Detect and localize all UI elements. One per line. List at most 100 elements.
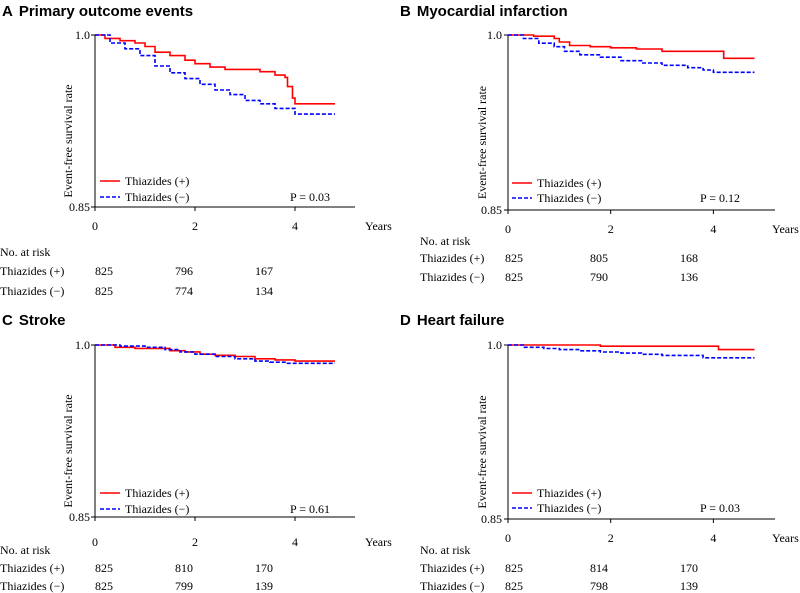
risk-value: 134 — [255, 284, 273, 298]
risk-value: 139 — [680, 579, 698, 593]
x-tick-label: 0 — [505, 222, 511, 236]
panel-letter: C — [2, 312, 13, 329]
panel-title: B Myocardial infarction — [400, 3, 568, 20]
x-tick-label: 2 — [608, 531, 614, 545]
y-axis-label: Event-free survival rate — [61, 394, 75, 507]
risk-row-label: Thiazides (+) — [420, 561, 484, 575]
y-axis-label: Event-free survival rate — [475, 395, 489, 508]
p-value: P = 0.12 — [700, 191, 740, 205]
risk-value: 825 — [95, 579, 113, 593]
panel-a: A Primary outcome events 1.0 0.850 2 4 Years Ev… — [0, 3, 392, 298]
panel-title-text: Myocardial infarction — [417, 3, 568, 20]
x-axis-label: Years — [365, 219, 392, 233]
risk-value: 825 — [95, 264, 113, 278]
risk-value: 136 — [680, 270, 698, 284]
y-tick-label: 1.0 — [75, 338, 90, 352]
x-tick-label: 0 — [505, 531, 511, 545]
x-tick-label: 4 — [710, 531, 716, 545]
panel-c: C Stroke 1.0 0.850 2 4 Years Event-free surviva… — [0, 312, 392, 593]
y-tick-label: 0.85 — [69, 200, 90, 214]
panel-letter: D — [400, 312, 411, 329]
legend-label: Thiazides (+) — [537, 486, 601, 500]
survival-curve-thiazides-plus — [95, 34, 335, 105]
panel-b: B Myocardial infarction 1.0 0.850 2 4 Years Eve… — [400, 3, 799, 284]
risk-value: 810 — [175, 561, 193, 575]
panel-title-text: Stroke — [19, 312, 66, 329]
x-axis-label: Years — [772, 531, 799, 545]
p-value: P = 0.03 — [700, 501, 740, 515]
risk-value: 805 — [590, 251, 608, 265]
y-tick-label: 0.85 — [481, 512, 502, 526]
p-value: P = 0.03 — [290, 190, 330, 204]
risk-row-label: Thiazides (−) — [0, 284, 64, 298]
survival-curve-thiazides-minus — [508, 344, 755, 359]
risk-value: 170 — [255, 561, 273, 575]
survival-curve-thiazides-minus — [95, 344, 335, 365]
y-tick-label: 0.85 — [69, 510, 90, 524]
survival-curve-thiazides-plus — [95, 344, 335, 362]
risk-value: 825 — [505, 270, 523, 284]
risk-value: 798 — [590, 579, 608, 593]
risk-value: 825 — [505, 561, 523, 575]
risk-value: 790 — [590, 270, 608, 284]
survival-curve-thiazides-minus — [95, 34, 335, 115]
risk-table-header: No. at risk — [0, 543, 50, 557]
x-tick-label: 2 — [608, 222, 614, 236]
risk-value: 167 — [255, 264, 273, 278]
risk-row-label: Thiazides (+) — [0, 561, 64, 575]
legend-label: Thiazides (−) — [125, 190, 189, 204]
legend-label: Thiazides (−) — [125, 502, 189, 516]
x-tick-label: 2 — [192, 535, 198, 549]
p-value: P = 0.61 — [290, 502, 330, 516]
x-tick-label: 2 — [192, 219, 198, 233]
panel-title-text: Primary outcome events — [19, 3, 193, 20]
risk-table-header: No. at risk — [420, 543, 470, 557]
x-tick-label: 0 — [92, 219, 98, 233]
panel-letter: A — [2, 3, 13, 20]
risk-row-label: Thiazides (+) — [0, 264, 64, 278]
risk-row-label: Thiazides (+) — [420, 251, 484, 265]
survival-curve-thiazides-plus — [508, 34, 755, 60]
x-tick-label: 0 — [92, 535, 98, 549]
risk-row-label: Thiazides (−) — [0, 579, 64, 593]
y-tick-label: 1.0 — [487, 28, 502, 42]
legend-label: Thiazides (−) — [537, 501, 601, 515]
y-axis-label: Event-free survival rate — [475, 86, 489, 199]
risk-table-header: No. at risk — [0, 245, 50, 259]
panel-title: D Heart failure — [400, 312, 504, 329]
x-tick-label: 4 — [292, 535, 298, 549]
x-axis-label: Years — [772, 222, 799, 236]
panel-title: C Stroke — [2, 312, 66, 329]
risk-value: 168 — [680, 251, 698, 265]
risk-row-label: Thiazides (−) — [420, 579, 484, 593]
risk-value: 825 — [95, 284, 113, 298]
risk-table-header: No. at risk — [420, 234, 470, 248]
risk-row-label: Thiazides (−) — [420, 270, 484, 284]
x-tick-label: 4 — [292, 219, 298, 233]
panel-letter: B — [400, 3, 411, 20]
legend-label: Thiazides (+) — [125, 486, 189, 500]
legend-label: Thiazides (+) — [125, 174, 189, 188]
x-axis-label: Years — [365, 535, 392, 549]
panel-title-text: Heart failure — [417, 312, 505, 329]
y-tick-label: 1.0 — [75, 28, 90, 42]
risk-value: 170 — [680, 561, 698, 575]
y-tick-label: 0.85 — [481, 203, 502, 217]
risk-value: 139 — [255, 579, 273, 593]
y-axis-label: Event-free survival rate — [61, 84, 75, 197]
legend-label: Thiazides (−) — [537, 191, 601, 205]
y-tick-label: 1.0 — [487, 338, 502, 352]
legend-label: Thiazides (+) — [537, 176, 601, 190]
survival-curve-thiazides-minus — [508, 34, 755, 74]
risk-value: 825 — [95, 561, 113, 575]
panel-d: D Heart failure 1.0 0.850 2 4 Years Event-free … — [400, 312, 799, 593]
risk-value: 796 — [175, 264, 193, 278]
risk-value: 825 — [505, 251, 523, 265]
risk-value: 825 — [505, 579, 523, 593]
x-tick-label: 4 — [710, 222, 716, 236]
risk-value: 799 — [175, 579, 193, 593]
panel-title: A Primary outcome events — [2, 3, 193, 20]
risk-value: 814 — [590, 561, 608, 575]
survival-curve-thiazides-plus — [508, 344, 755, 351]
